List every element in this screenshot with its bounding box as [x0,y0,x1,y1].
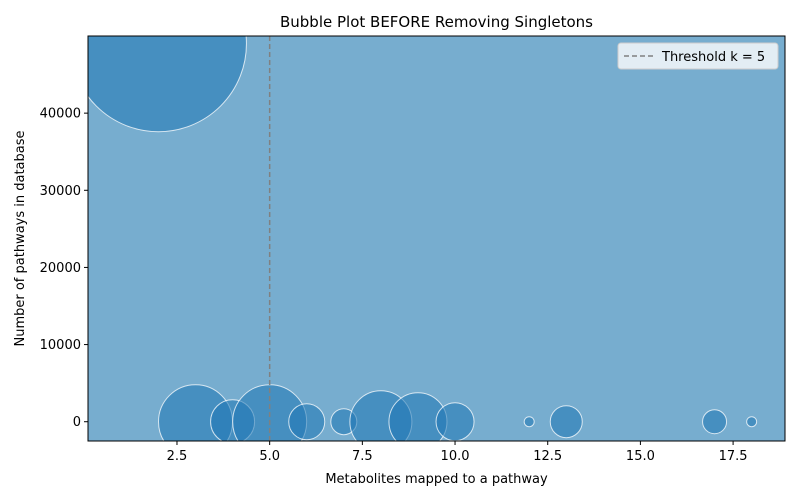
x-axis-ticks: 2.5 5.0 7.5 10.0 12.5 15.0 17.5 [167,441,748,464]
y-tick-label: 10000 [40,338,81,353]
legend: Threshold k = 5 [617,42,779,70]
x-tick-label: 10.0 [441,449,470,464]
x-tick-label: 12.5 [533,449,562,464]
x-tick-label: 2.5 [167,449,188,464]
y-tick-label: 20000 [40,261,81,276]
bubbles-layer [88,36,758,441]
y-tick-label: 0 [73,415,81,430]
legend-label: Threshold k = 5 [661,50,765,65]
bubble-13 [746,416,758,428]
bubble-9 [435,402,475,441]
x-tick-label: 5.0 [259,449,280,464]
chart-title: Bubble Plot BEFORE Removing Singletons [280,13,593,31]
bubble-12 [702,409,728,435]
plot-frame [87,35,786,442]
x-axis-label: Metabolites mapped to a pathway [325,472,548,487]
bubble-1 [88,36,247,133]
x-tick-label: 7.5 [352,449,373,464]
legend-box [617,42,779,70]
y-tick-label: 40000 [40,107,81,122]
x-tick-label: 17.5 [719,449,748,464]
y-axis-ticks: 0 10000 20000 30000 40000 [40,107,88,430]
y-axis-label: Number of pathways in database [13,130,28,346]
bubble-5 [288,403,326,441]
bubble-11 [549,405,583,439]
y-tick-label: 30000 [40,184,81,199]
x-tick-label: 15.0 [626,449,655,464]
bubble-10 [523,416,535,428]
